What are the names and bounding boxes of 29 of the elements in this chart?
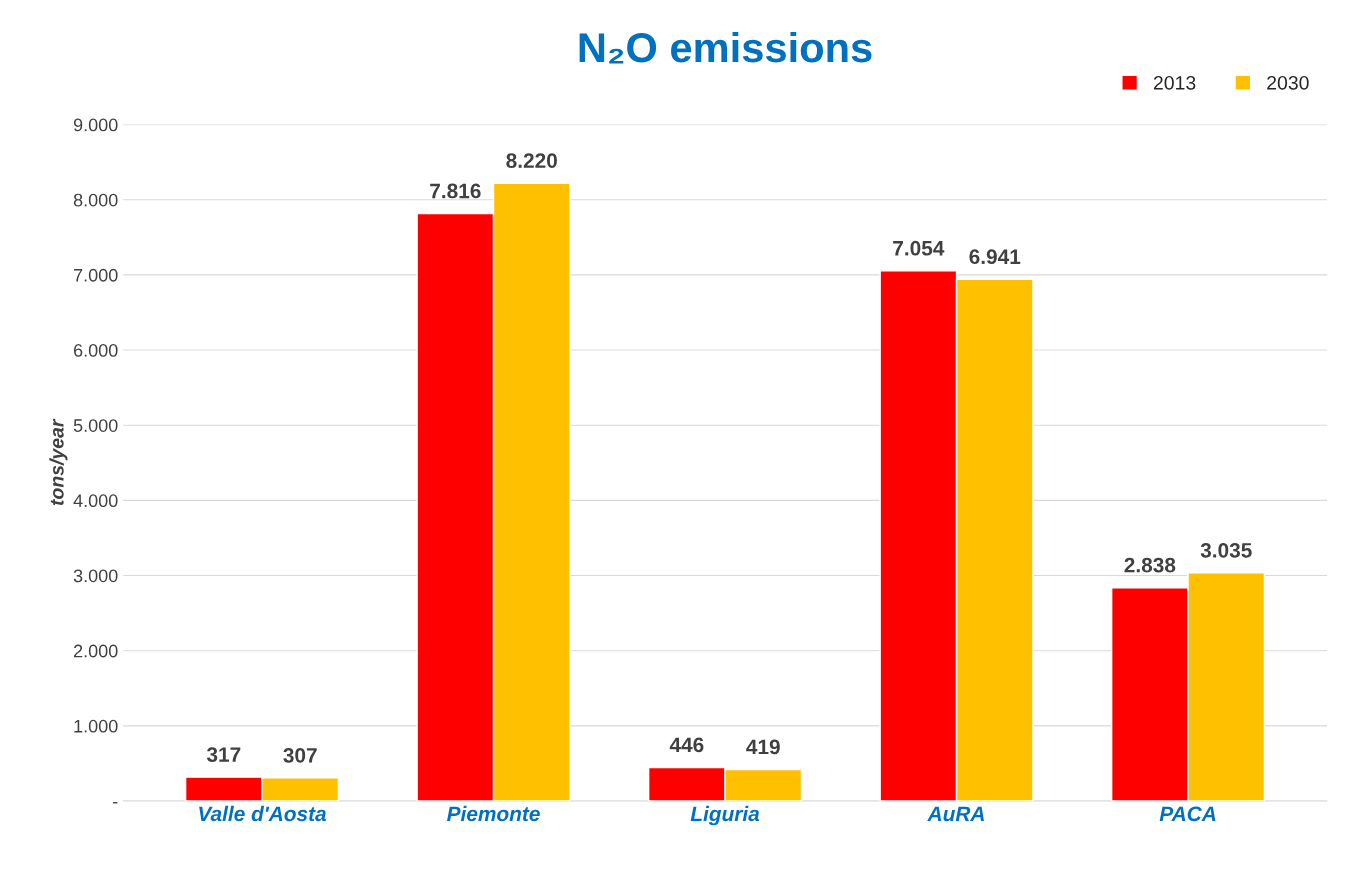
data-label: 307 <box>283 747 317 763</box>
y-tick-label: 2.000 <box>73 644 118 658</box>
y-tick-label: - <box>113 802 118 804</box>
data-label: 6.941 <box>969 249 1021 265</box>
data-label: 8.220 <box>506 153 557 168</box>
x-tick-label: Valle d'Aosta <box>199 805 327 822</box>
y-tick-label: 4.000 <box>73 494 118 508</box>
data-label: 317 <box>206 747 241 762</box>
data-label: 446 <box>669 737 704 753</box>
legend-label: 2013 <box>1153 75 1196 90</box>
x-tick-label: PACA <box>1159 806 1216 822</box>
x-tick-label: AuRA <box>927 806 984 822</box>
data-label: 7.054 <box>893 240 945 256</box>
x-tick-label: Liguria <box>690 805 760 826</box>
y-tick-label: 5.000 <box>73 419 118 432</box>
legend-label: 2030 <box>1267 75 1309 90</box>
y-tick-label: 3.000 <box>73 569 118 583</box>
y-tick-label: 9.000 <box>73 118 118 132</box>
y-tick-label: 7.000 <box>74 268 118 282</box>
y-axis-title: tons/year <box>49 418 68 506</box>
data-label: 419 <box>746 739 780 755</box>
data-label: 7.816 <box>430 183 481 199</box>
y-tick-label: 8.000 <box>73 193 118 207</box>
chart-title: N₂O emissions <box>579 31 872 64</box>
data-label: 3.035 <box>1200 542 1252 558</box>
y-tick-label: 1.000 <box>74 719 118 733</box>
data-label: 2.838 <box>1124 557 1176 573</box>
x-tick-label: Piemonte <box>447 805 540 822</box>
y-tick-label: 6.000 <box>74 344 118 357</box>
